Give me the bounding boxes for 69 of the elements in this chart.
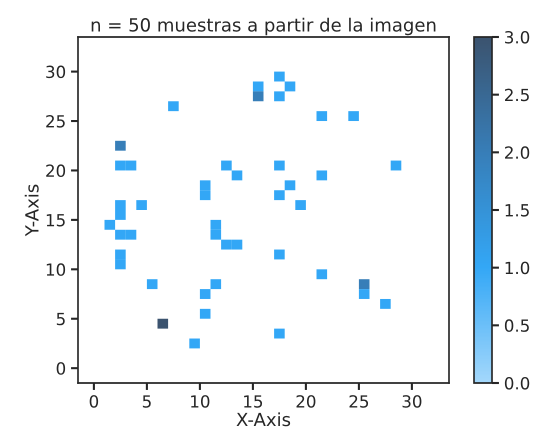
point: [200, 180, 210, 190]
point: [252, 81, 264, 92]
color-bar-label: 0.5: [504, 319, 529, 332]
y-tick-label: 0: [56, 362, 66, 375]
point: [221, 160, 232, 170]
point: [358, 279, 370, 290]
point: [316, 269, 328, 280]
point: [210, 230, 222, 240]
point: [115, 250, 126, 260]
x-tick-label: 5: [142, 395, 151, 408]
point: [284, 180, 296, 190]
point: [200, 289, 210, 299]
point: [348, 111, 359, 122]
point: [189, 338, 200, 348]
point: [316, 111, 328, 122]
y-tick-label: 25: [46, 114, 65, 128]
color-bar-label: 0.0: [504, 376, 530, 390]
point: [274, 190, 285, 200]
y-tick-label: 10: [46, 263, 66, 276]
point: [274, 328, 285, 339]
color-bar-label: 2.0: [505, 146, 530, 159]
y-tick-label: 15: [46, 214, 65, 226]
point: [274, 91, 285, 102]
x-axis-title: X-Axis: [236, 412, 290, 426]
x-tick-label: 25: [350, 395, 368, 408]
point: [210, 279, 222, 290]
point: [200, 190, 210, 200]
point: [232, 170, 242, 180]
point: [358, 289, 370, 299]
y-axis-title: Y-Axis: [24, 184, 39, 236]
point: [158, 318, 168, 329]
x-tick-label: 30: [402, 395, 422, 408]
point: [115, 200, 126, 210]
point: [274, 250, 285, 260]
point: [380, 298, 391, 309]
point: [115, 230, 126, 240]
y-tick-label: 30: [46, 66, 66, 78]
x-tick-label: 15: [244, 395, 262, 408]
point: [146, 279, 158, 290]
color-bar-label: 2.5: [505, 88, 529, 102]
point: [232, 240, 242, 250]
point: [316, 170, 328, 180]
point: [136, 200, 147, 210]
point: [168, 101, 179, 112]
point: [115, 259, 126, 270]
y-tick-label: 20: [46, 164, 66, 178]
color-bar-label: 3.0: [505, 30, 530, 44]
point: [295, 200, 306, 210]
point: [274, 72, 285, 82]
point: [252, 91, 264, 102]
point: [115, 210, 126, 220]
point: [284, 81, 296, 92]
y-tick-label: 5: [56, 312, 65, 326]
color-bar-label: 1.5: [506, 204, 529, 217]
point: [126, 160, 136, 170]
point: [274, 160, 285, 170]
x-tick-label: 20: [296, 395, 316, 408]
point: [210, 220, 222, 230]
chart-title: n = 50 muestras a partir de la imagen: [92, 18, 436, 36]
point: [126, 230, 136, 240]
x-tick-label: 0: [90, 395, 98, 408]
point: [200, 308, 210, 319]
point: [115, 140, 126, 151]
point: [390, 160, 402, 170]
color-bar-label: 1.0: [506, 262, 530, 274]
x-tick-label: 10: [191, 395, 210, 408]
point: [221, 240, 232, 250]
point: [115, 160, 126, 170]
point: [104, 220, 116, 230]
